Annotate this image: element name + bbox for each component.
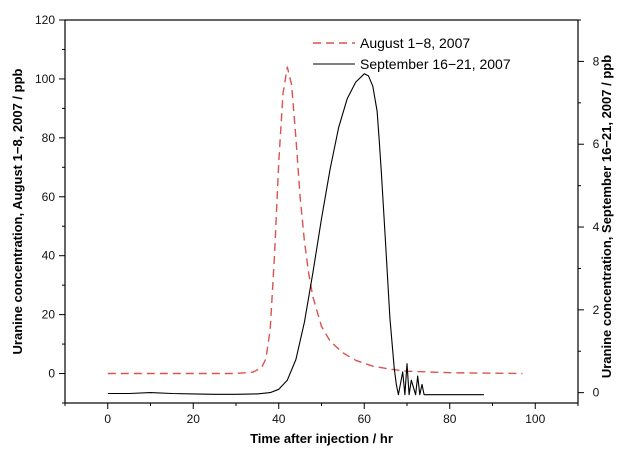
y-left-tick-label: 80 — [42, 131, 56, 145]
y-left-tick-label: 120 — [35, 13, 55, 27]
y-axis-left-label: Uranine concentration, August 1−8, 2007 … — [10, 68, 25, 354]
x-tick-label: 60 — [358, 412, 372, 426]
x-tick-label: 40 — [272, 412, 286, 426]
x-tick-label: 0 — [104, 412, 111, 426]
legend-label-september: September 16−21, 2007 — [360, 56, 511, 72]
y-left-tick-label: 100 — [35, 72, 55, 86]
series-september-line — [107, 73, 484, 396]
x-tick-label: 80 — [443, 412, 457, 426]
legend-label-august: August 1−8, 2007 — [360, 35, 470, 51]
y-right-tick-label: 4 — [593, 220, 600, 234]
x-tick-label: 20 — [187, 412, 201, 426]
y-left-tick-label: 0 — [48, 367, 55, 381]
y-right-tick-label: 8 — [593, 54, 600, 68]
y-left-tick-label: 60 — [42, 190, 56, 204]
legend: August 1−8, 2007 September 16−21, 2007 — [313, 35, 511, 72]
x-axis-label: Time after injection / hr — [250, 431, 393, 446]
y-right-tick-label: 6 — [593, 137, 600, 151]
x-tick-label: 100 — [525, 412, 545, 426]
series-august-line — [107, 66, 523, 375]
y-axis-right-label: Uranine concentration, September 16−21, … — [599, 55, 614, 378]
y-left-tick-label: 40 — [42, 249, 56, 263]
y-right-tick-label: 2 — [593, 303, 600, 317]
plot-frame — [64, 19, 579, 404]
y-right-tick-label: 0 — [593, 386, 600, 400]
y-left-tick-label: 20 — [42, 308, 56, 322]
